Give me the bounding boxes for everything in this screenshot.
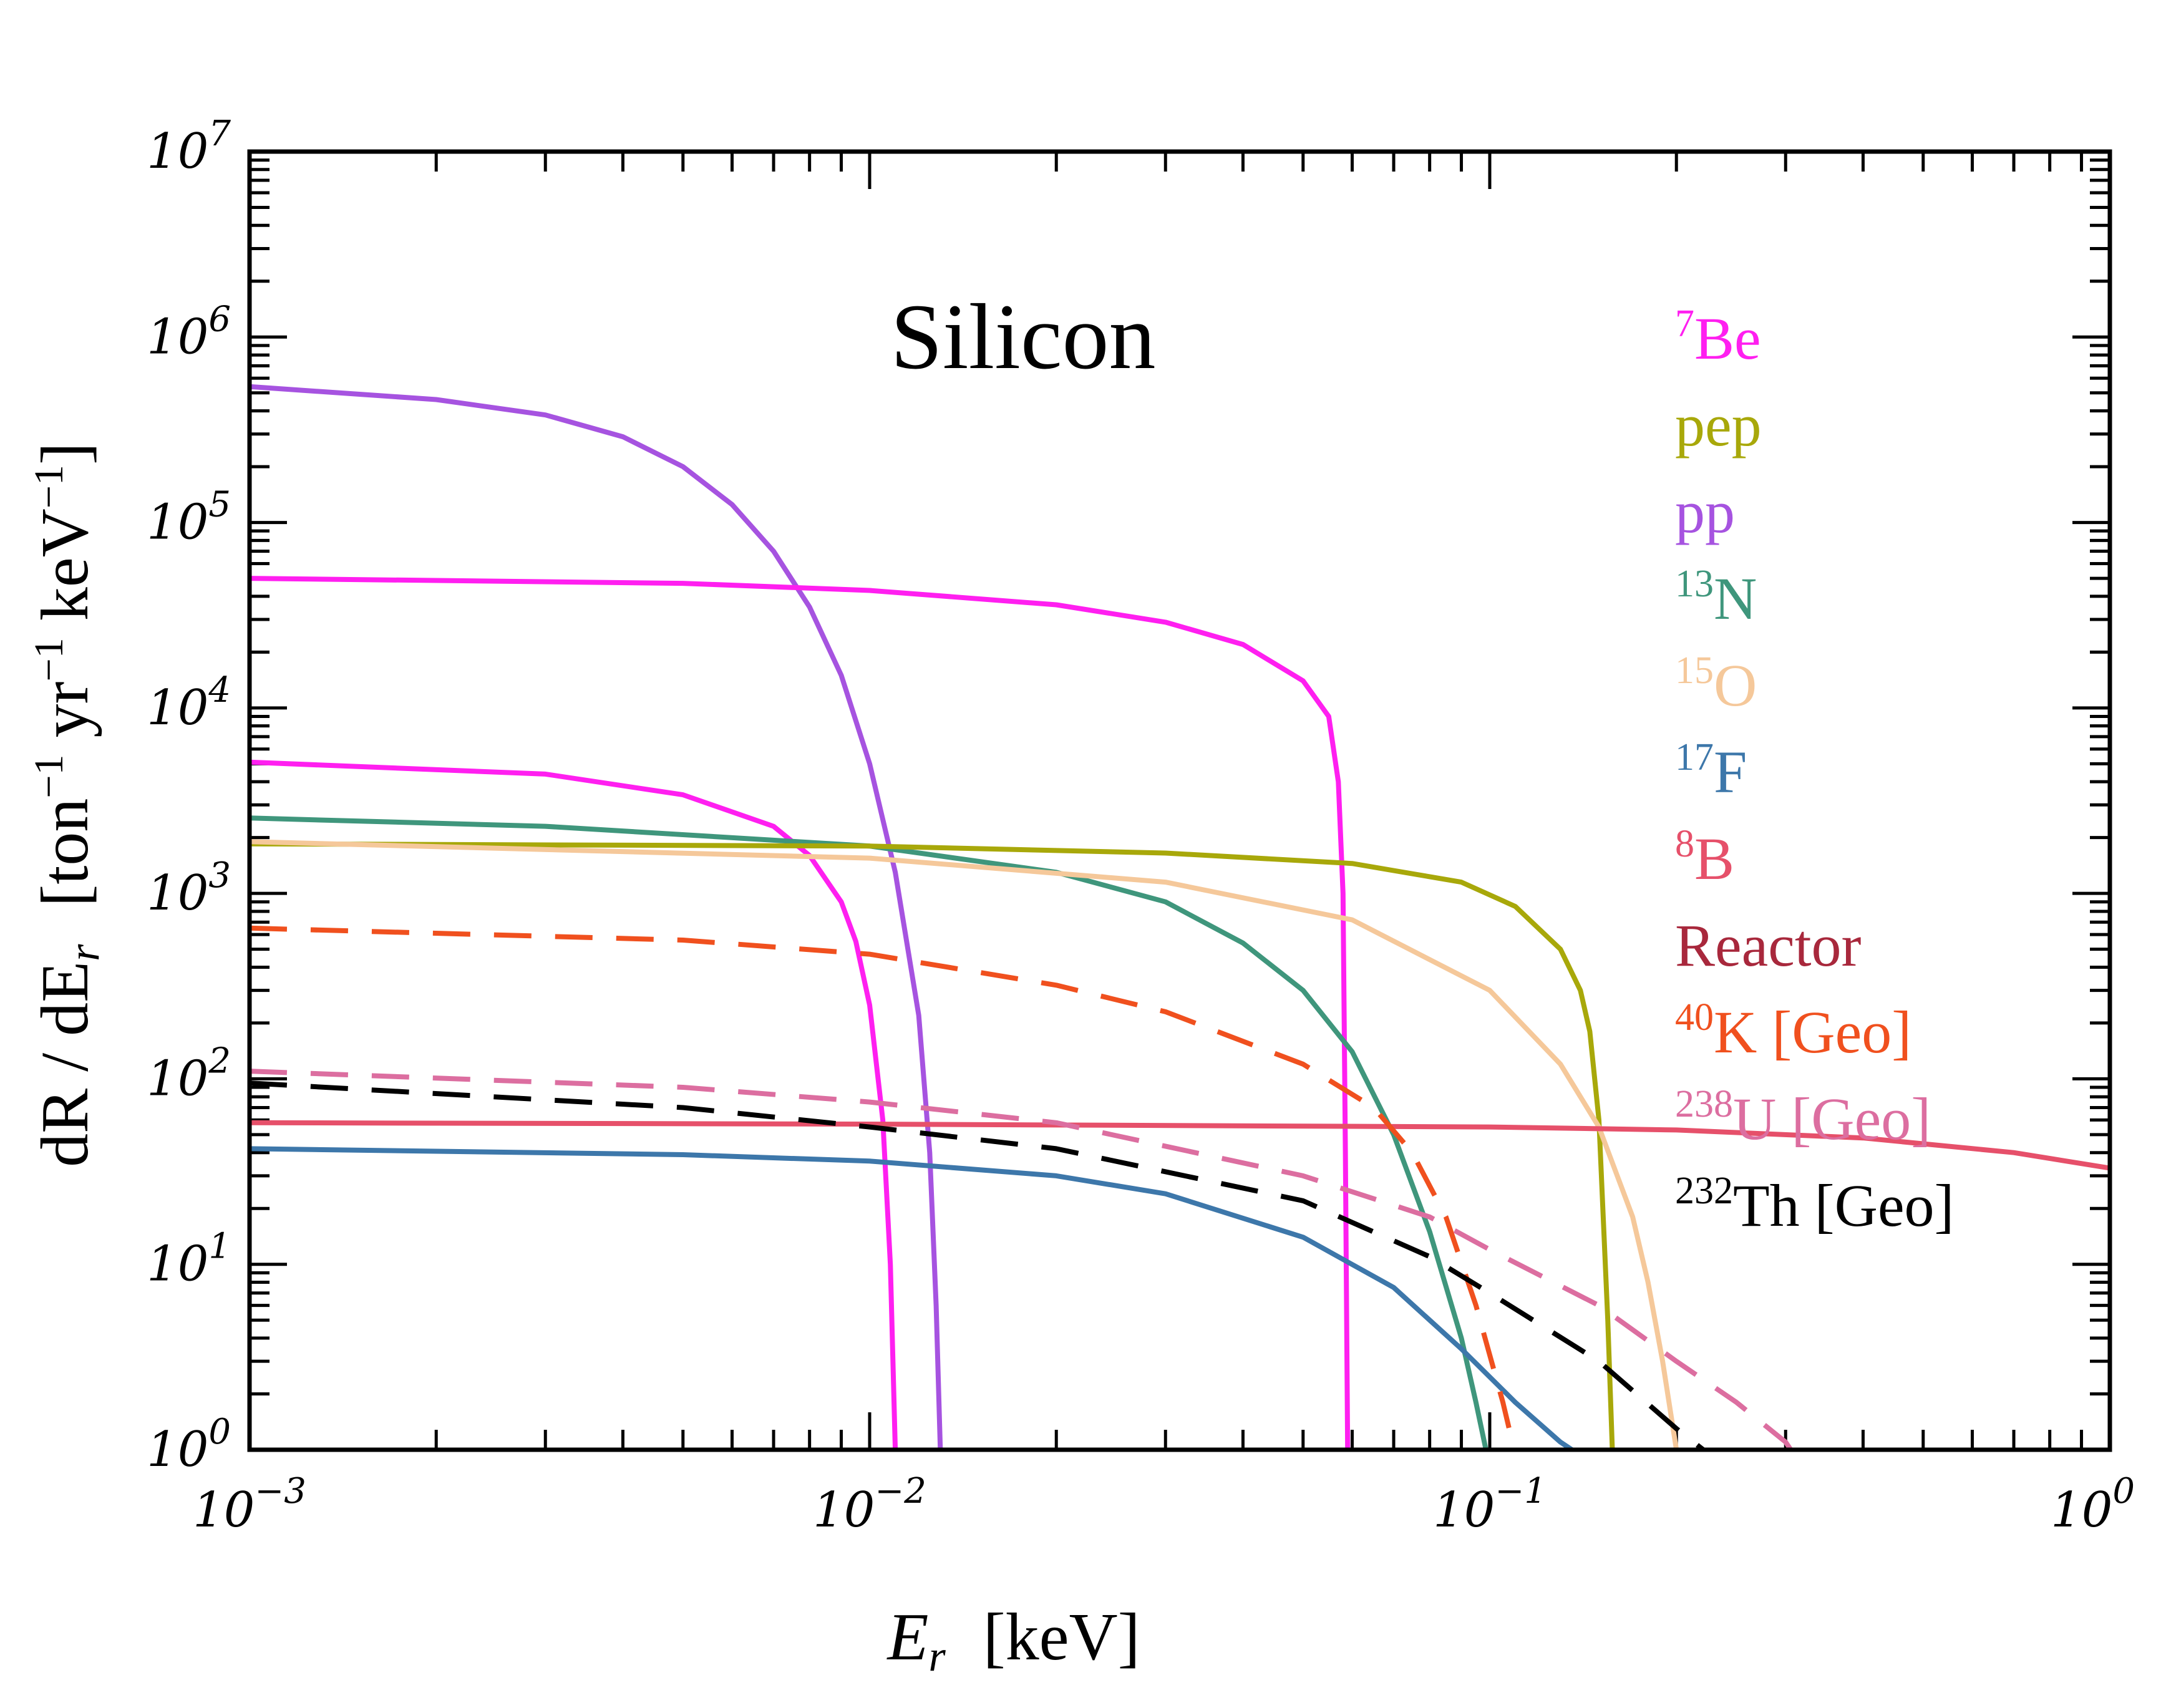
series-line-238u-geo <box>250 1069 1794 1450</box>
legend-entry: 232Th [Geo] <box>1675 1170 1955 1239</box>
y-tick-labels: 100 101 102 103 104 105 106 107 <box>147 114 231 1478</box>
plot-frame <box>247 149 2112 1452</box>
y-tick-label: 107 <box>147 114 231 180</box>
series-line-13n <box>250 815 1489 1450</box>
chart-title: Silicon <box>890 285 1155 389</box>
legend: 7Be pep pp 13N 15O 17F 8B Reactor 40K [Geo] 238U … <box>1675 303 1955 1239</box>
legend-entry: 13N <box>1675 563 1757 632</box>
series-line-40k-geo <box>250 925 1517 1450</box>
x-tick-label: 10−3 <box>193 1471 306 1538</box>
legend-entry: 40K [Geo] <box>1675 996 1911 1065</box>
y-tick-label: 100 <box>147 1412 231 1478</box>
series-line-15o <box>250 839 1679 1450</box>
series-line-pp <box>250 384 943 1450</box>
series-line-17f <box>250 1146 1576 1450</box>
y-tick-label: 102 <box>147 1041 231 1107</box>
legend-entry: 7Be <box>1675 303 1761 372</box>
y-tick-label: 106 <box>147 299 231 365</box>
x-axis-title: Er [keV] <box>886 1600 1140 1681</box>
series-line-8b <box>250 1120 2110 1171</box>
x-tick-label: 100 <box>2051 1471 2135 1538</box>
series-line-232th-geo <box>250 1080 1707 1450</box>
legend-entry: Reactor <box>1675 912 1862 979</box>
legend-entry: 238U [Geo] <box>1675 1083 1931 1152</box>
x-tick-label: 10−2 <box>813 1471 926 1538</box>
series-line-7be-384-kev <box>250 759 898 1450</box>
y-tick-label: 105 <box>147 485 231 551</box>
legend-entry: pp <box>1675 478 1735 545</box>
legend-entry: pep <box>1675 392 1762 459</box>
x-tick-label: 10−1 <box>1433 1471 1547 1538</box>
x-tick-labels: 10−3 10−2 10−1 100 <box>193 1471 2135 1538</box>
y-tick-label: 104 <box>147 670 231 736</box>
legend-entry: 15O <box>1675 649 1757 719</box>
y-tick-label: 103 <box>147 855 231 921</box>
tick-layer <box>248 150 2112 1452</box>
series-layer <box>250 384 2110 1450</box>
series-line-pep <box>250 841 1615 1450</box>
y-tick-label: 101 <box>147 1226 231 1293</box>
legend-entry: 17F <box>1675 736 1747 805</box>
y-axis-title: dR / dEr[ton−1 yr−1 keV−1] <box>26 442 109 1167</box>
legend-entry: 8B <box>1675 823 1734 892</box>
series-line-7be-862-kev <box>250 576 1351 1450</box>
